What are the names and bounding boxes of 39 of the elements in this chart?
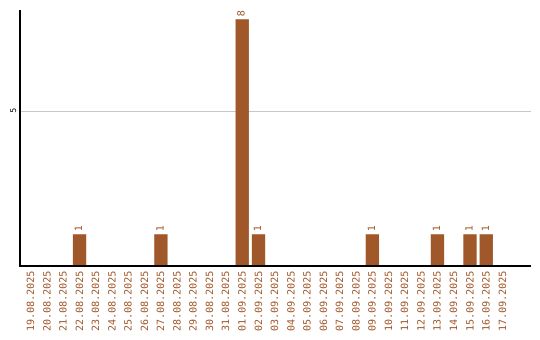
x-tick-label: 04.09.2025 bbox=[286, 270, 298, 331]
data-label: 1 bbox=[155, 225, 166, 232]
x-tick-label: 17.09.2025 bbox=[498, 270, 509, 331]
x-tick-label: 16.09.2025 bbox=[482, 270, 493, 331]
data-label: 1 bbox=[480, 225, 492, 232]
x-tick-label: 12.09.2025 bbox=[416, 270, 428, 331]
x-tick-label: 01.09.2025 bbox=[237, 270, 248, 331]
x-tick-label: 26.08.2025 bbox=[140, 270, 151, 331]
x-tick-label: 30.08.2025 bbox=[204, 270, 216, 331]
data-label: 8 bbox=[236, 10, 248, 16]
x-tick-label: 10.09.2025 bbox=[384, 270, 395, 331]
x-tick-label: 15.09.2025 bbox=[465, 270, 476, 331]
data-label: 1 bbox=[464, 225, 476, 232]
data-label: 1 bbox=[366, 225, 378, 232]
x-tick-label: 21.08.2025 bbox=[58, 270, 70, 331]
data-label: 1 bbox=[74, 225, 86, 232]
x-tick-label: 02.09.2025 bbox=[254, 270, 265, 331]
x-tick-label: 25.08.2025 bbox=[124, 270, 135, 331]
x-tick-label: 06.09.2025 bbox=[318, 270, 330, 331]
x-tick-label: 27.08.2025 bbox=[156, 270, 168, 331]
x-tick-label: 24.08.2025 bbox=[107, 270, 118, 331]
x-tick-label: 09.09.2025 bbox=[368, 270, 379, 331]
x-tick-label: 23.08.2025 bbox=[91, 270, 102, 331]
x-tick-label: 29.08.2025 bbox=[188, 270, 200, 331]
x-tick-label: 19.08.2025 bbox=[26, 270, 38, 331]
x-tick-label: 13.09.2025 bbox=[432, 270, 444, 331]
x-tick-label: 11.09.2025 bbox=[400, 270, 412, 331]
x-tick-label: 20.08.2025 bbox=[42, 270, 54, 331]
x-tick-label: 07.09.2025 bbox=[335, 270, 346, 331]
x-tick-label: 22.08.2025 bbox=[74, 270, 86, 331]
x-tick-label: 05.09.2025 bbox=[302, 270, 314, 331]
x-tick-label: 14.09.2025 bbox=[448, 270, 460, 331]
data-label: 1 bbox=[253, 225, 264, 232]
y-tick-label: 5 bbox=[9, 108, 18, 113]
x-tick-label: 03.09.2025 bbox=[270, 270, 282, 331]
data-label: 1 bbox=[432, 225, 443, 232]
x-tick-label: 31.08.2025 bbox=[221, 270, 232, 331]
x-tick-label: 08.09.2025 bbox=[351, 270, 362, 331]
x-tick-label: 28.08.2025 bbox=[172, 270, 184, 331]
